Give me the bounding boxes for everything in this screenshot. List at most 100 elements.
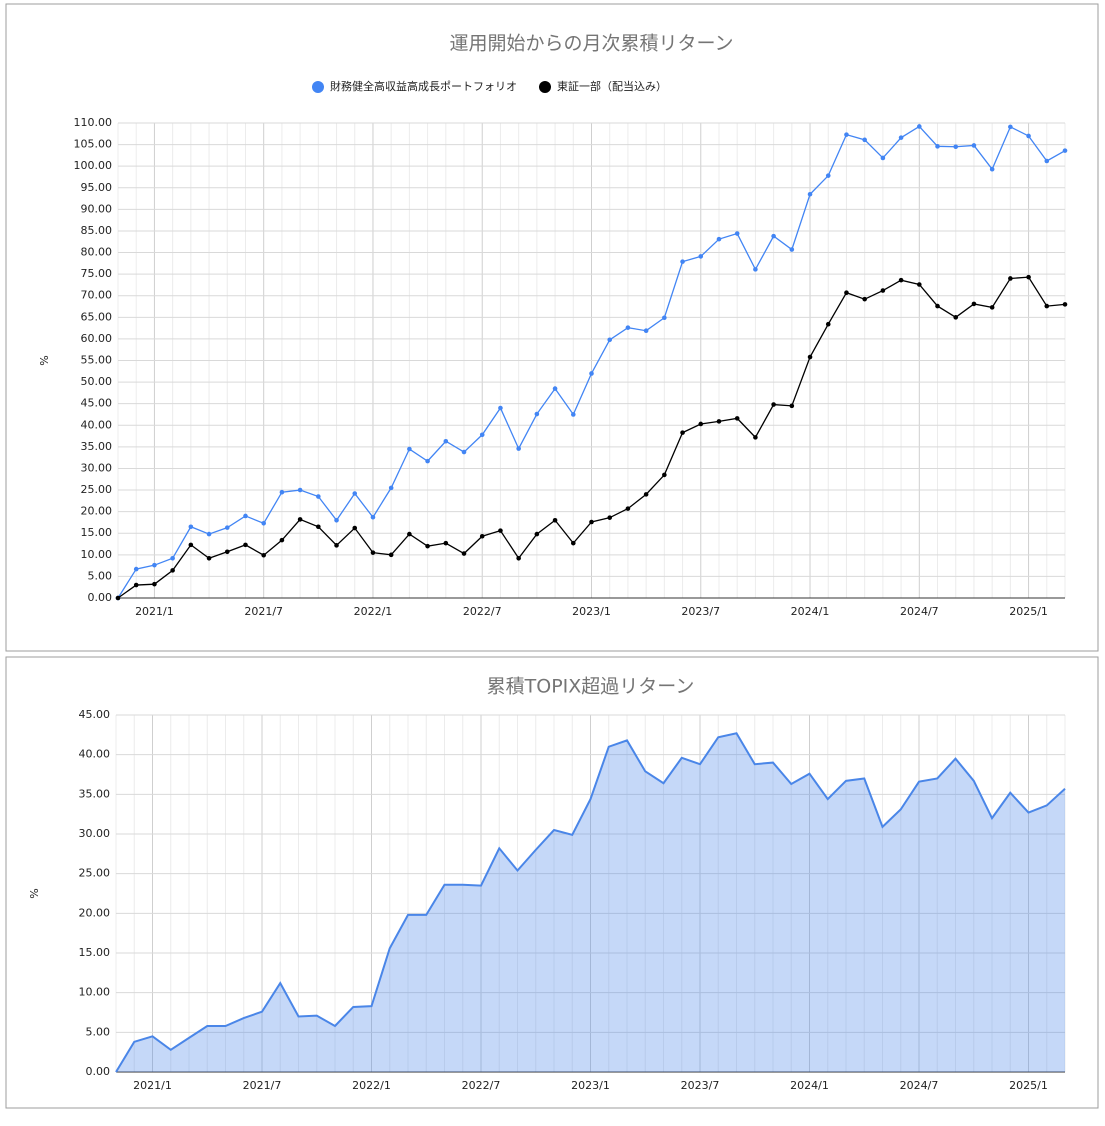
y-tick-label: 65.00 (81, 310, 113, 323)
point (425, 458, 430, 464)
point (589, 519, 594, 525)
point (753, 267, 758, 272)
point (552, 386, 558, 391)
point (188, 542, 194, 548)
y-tick-label: 50.00 (81, 375, 113, 388)
y-tick-label: 40.00 (79, 748, 111, 761)
point (825, 321, 831, 327)
x-tick-label: 2023/1 (571, 1079, 610, 1092)
x-tick-label: 2022/1 (352, 1079, 391, 1092)
y-tick-label: 35.00 (81, 440, 113, 453)
point (662, 472, 667, 478)
point (224, 549, 230, 555)
point (316, 494, 321, 499)
y-tick-label: 40.00 (81, 418, 113, 431)
y-tick-label: 80.00 (81, 246, 113, 259)
point (407, 531, 412, 537)
y-axis-label: % (28, 888, 41, 898)
point (115, 595, 121, 601)
y-tick-label: 30.00 (79, 827, 111, 840)
point (443, 540, 449, 546)
point (898, 135, 904, 140)
point (443, 438, 449, 444)
y-tick-label: 10.00 (81, 548, 113, 561)
legend-label: 財務健全高収益高成長ポートフォリオ (330, 79, 517, 93)
point (698, 254, 704, 259)
legend-label: 東証一部（配当込み） (557, 79, 667, 93)
y-tick-label: 0.00 (86, 1065, 111, 1078)
x-tick-label: 2024/7 (900, 1079, 939, 1092)
point (243, 513, 248, 519)
point (753, 435, 758, 440)
y-tick-label: 55.00 (81, 354, 113, 367)
point (1044, 303, 1050, 309)
point (133, 582, 139, 588)
point (498, 528, 503, 533)
point (935, 303, 940, 309)
point (607, 337, 613, 343)
y-tick-label: 105.00 (74, 138, 113, 151)
point (880, 155, 886, 161)
point (680, 430, 685, 435)
point (279, 489, 285, 495)
x-tick-label: 2021/7 (243, 1079, 282, 1092)
x-tick-label: 2022/1 (354, 605, 393, 618)
point (570, 540, 576, 546)
point (953, 315, 959, 320)
point (370, 550, 376, 555)
point (844, 290, 849, 296)
y-tick-label: 95.00 (81, 181, 113, 194)
point (152, 581, 157, 587)
y-tick-label: 30.00 (81, 461, 113, 474)
point (407, 446, 412, 452)
point (1008, 276, 1013, 281)
point (625, 325, 631, 330)
point (334, 543, 339, 548)
point (917, 124, 922, 129)
y-tick-label: 70.00 (81, 289, 113, 302)
series-line (115, 732, 1066, 1073)
point (552, 517, 558, 523)
y-tick-label: 20.00 (81, 505, 113, 518)
point (1026, 133, 1031, 139)
point (880, 288, 886, 293)
point (917, 282, 922, 287)
y-tick-label: 25.00 (79, 867, 111, 880)
point (825, 173, 831, 178)
point (625, 506, 631, 511)
x-tick-label: 2025/1 (1009, 605, 1048, 618)
y-tick-label: 0.00 (88, 591, 113, 604)
point (789, 247, 795, 252)
x-tick-label: 2022/7 (463, 605, 502, 618)
x-tick-label: 2024/1 (790, 1079, 829, 1092)
point (1062, 302, 1068, 307)
y-tick-label: 35.00 (79, 787, 111, 800)
y-tick-label: 25.00 (81, 483, 113, 496)
y-tick-label: 5.00 (88, 569, 113, 582)
x-tick-label: 2022/7 (462, 1079, 501, 1092)
point (771, 233, 776, 239)
point (734, 416, 740, 421)
point (152, 562, 157, 568)
panel (5, 3, 1099, 652)
y-tick-label: 10.00 (79, 986, 111, 999)
point (1026, 274, 1031, 280)
x-tick-label: 2021/7 (244, 605, 283, 618)
x-tick-label: 2025/1 (1009, 1079, 1048, 1092)
point (261, 520, 266, 526)
x-tick-label: 2021/1 (133, 1079, 172, 1092)
point (425, 543, 430, 549)
point (534, 531, 540, 537)
point (698, 421, 704, 427)
y-tick-label: 15.00 (79, 946, 111, 959)
point (316, 524, 321, 530)
point (643, 328, 649, 334)
point (388, 485, 394, 491)
y-tick-label: 15.00 (81, 526, 113, 539)
x-tick-label: 2024/1 (791, 605, 830, 618)
point (133, 566, 139, 572)
point (370, 514, 376, 520)
point (516, 446, 521, 451)
point (898, 277, 904, 283)
